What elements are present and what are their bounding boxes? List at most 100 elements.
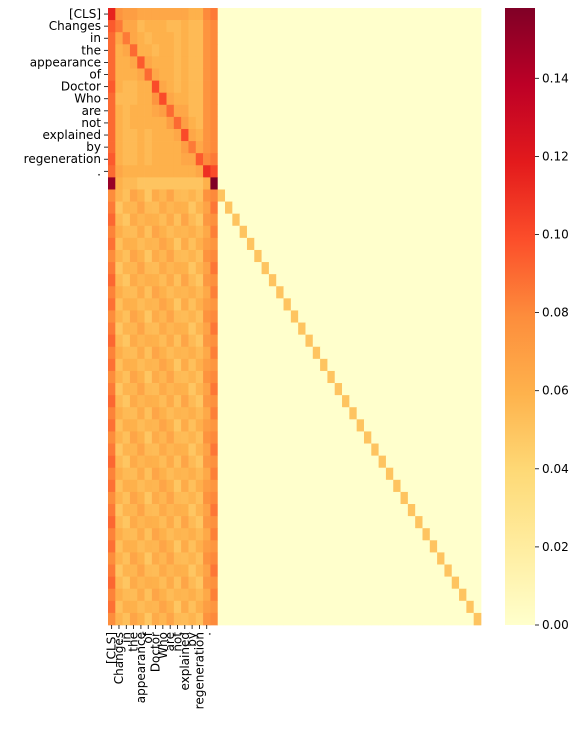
heatmap-cell (400, 213, 409, 227)
heatmap-cell (210, 177, 219, 190)
heatmap-cell (129, 20, 138, 33)
heatmap-cell (356, 358, 365, 372)
heatmap-cell (115, 298, 123, 311)
heatmap-cell (393, 346, 401, 360)
heatmap-cell (371, 395, 379, 408)
heatmap-cell (173, 177, 182, 190)
heatmap-cell (217, 346, 226, 360)
heatmap-cell (246, 358, 255, 372)
heatmap-cell (320, 298, 328, 311)
heatmap-cell (356, 189, 365, 202)
heatmap-cell (232, 128, 240, 142)
heatmap-cell (393, 358, 401, 372)
heatmap-cell (349, 407, 358, 420)
heatmap-cell (239, 322, 248, 335)
heatmap-cell (400, 455, 409, 469)
heatmap-cell (246, 68, 255, 81)
heatmap-cell (166, 20, 175, 33)
heatmap-cell (451, 528, 460, 541)
heatmap-cell (451, 358, 460, 372)
heatmap-cell (312, 334, 321, 348)
heatmap-cell (393, 322, 401, 335)
heatmap-cell (115, 552, 123, 565)
heatmap-cell (356, 165, 365, 178)
heatmap-cell (407, 116, 416, 130)
heatmap-cell (305, 116, 314, 130)
heatmap-cell (305, 20, 314, 33)
heatmap-cell (437, 322, 445, 335)
heatmap-cell (393, 8, 401, 21)
heatmap-cell (385, 491, 394, 505)
heatmap-cell (320, 370, 328, 384)
heatmap-cell (342, 213, 350, 227)
heatmap-cell (283, 322, 292, 335)
heatmap-cell (334, 334, 343, 348)
heatmap-cell (451, 334, 460, 348)
heatmap-cell (239, 20, 248, 33)
heatmap-cell (188, 600, 197, 614)
heatmap-cell (203, 552, 211, 565)
heatmap-cell (334, 298, 343, 311)
heatmap-cell (342, 310, 350, 323)
heatmap-cell (466, 407, 475, 420)
heatmap-cell (166, 455, 175, 469)
heatmap-cell (451, 237, 460, 251)
heatmap-cell (327, 358, 336, 372)
heatmap-cell (195, 431, 204, 444)
heatmap-cell (305, 249, 314, 263)
heatmap-cell (415, 249, 423, 263)
heatmap-cell (283, 68, 292, 81)
heatmap-cell (203, 322, 211, 335)
heatmap-cell (203, 237, 211, 251)
heatmap-cell (312, 383, 321, 396)
heatmap-cell (166, 467, 175, 481)
heatmap-cell (385, 479, 394, 493)
heatmap-cell (283, 540, 292, 553)
heatmap-cell (473, 237, 482, 251)
heatmap-cell (327, 504, 336, 517)
heatmap-cell (276, 358, 284, 372)
heatmap-cell (144, 600, 153, 614)
heatmap-cell (342, 141, 350, 154)
heatmap-cell (225, 600, 233, 614)
heatmap-cell (356, 274, 365, 287)
heatmap-cell (451, 491, 460, 505)
heatmap-cell (349, 358, 358, 372)
heatmap-cell (466, 504, 475, 517)
heatmap-cell (393, 128, 401, 142)
heatmap-cell (334, 467, 343, 481)
heatmap-cell (151, 165, 160, 178)
heatmap-cell (349, 491, 358, 505)
heatmap-cell (422, 383, 431, 396)
heatmap-cell (203, 8, 211, 21)
heatmap-cell (246, 370, 255, 384)
heatmap-cell (151, 431, 160, 444)
heatmap-cell (283, 286, 292, 299)
heatmap-cell (290, 213, 299, 227)
heatmap-cell (225, 310, 233, 323)
heatmap-cell (429, 177, 438, 190)
heatmap-cell (393, 298, 401, 311)
heatmap-cell (298, 576, 306, 590)
y-tick-label: the (81, 43, 101, 57)
heatmap-cell (239, 128, 248, 142)
heatmap-cell (108, 128, 116, 142)
heatmap-cell (320, 286, 328, 299)
heatmap-cell (312, 322, 321, 335)
heatmap-cell (151, 213, 160, 227)
heatmap-cell (195, 612, 204, 626)
heatmap-cell (122, 612, 131, 626)
heatmap-cell (246, 249, 255, 263)
heatmap-cell (129, 600, 138, 614)
heatmap-cell (320, 68, 328, 81)
heatmap-cell (459, 44, 467, 57)
heatmap-cell (254, 564, 262, 577)
heatmap-cell (137, 249, 145, 263)
heatmap-cell (415, 201, 423, 215)
heatmap-cell (363, 286, 372, 299)
heatmap-cell (210, 528, 219, 541)
heatmap-cell (371, 504, 379, 517)
heatmap-cell (385, 395, 394, 408)
heatmap-cell (349, 201, 358, 215)
heatmap-cell (444, 383, 453, 396)
